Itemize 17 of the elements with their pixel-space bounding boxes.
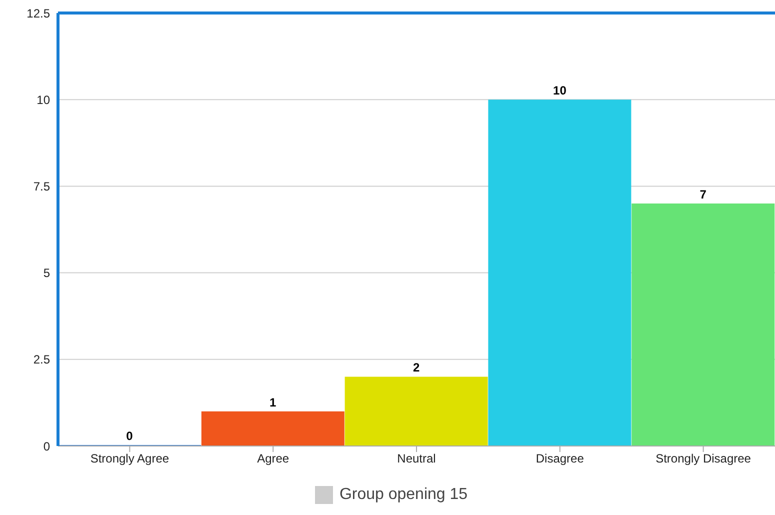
y-tick-label: 10	[36, 92, 50, 107]
x-tick-label: Neutral	[397, 452, 436, 466]
data-label: 10	[553, 84, 567, 98]
y-tick-label: 2.5	[33, 352, 50, 367]
x-tick-label: Disagree	[536, 452, 584, 466]
data-label: 7	[700, 188, 707, 202]
y-tick-label: 12.5	[26, 6, 50, 20]
y-tick-label: 5	[43, 266, 50, 280]
x-tick-label: Strongly Disagree	[656, 452, 752, 466]
data-label: 1	[270, 395, 277, 410]
x-tick-label: Agree	[257, 452, 290, 466]
data-label: 0	[126, 429, 134, 443]
x-tick-label: Strongly Agree	[90, 452, 170, 466]
y-tick-label: 0	[43, 439, 50, 454]
y-tick-label: 7.5	[33, 179, 50, 194]
text: Group opening 15	[339, 486, 468, 504]
data-label: 2	[412, 360, 420, 375]
